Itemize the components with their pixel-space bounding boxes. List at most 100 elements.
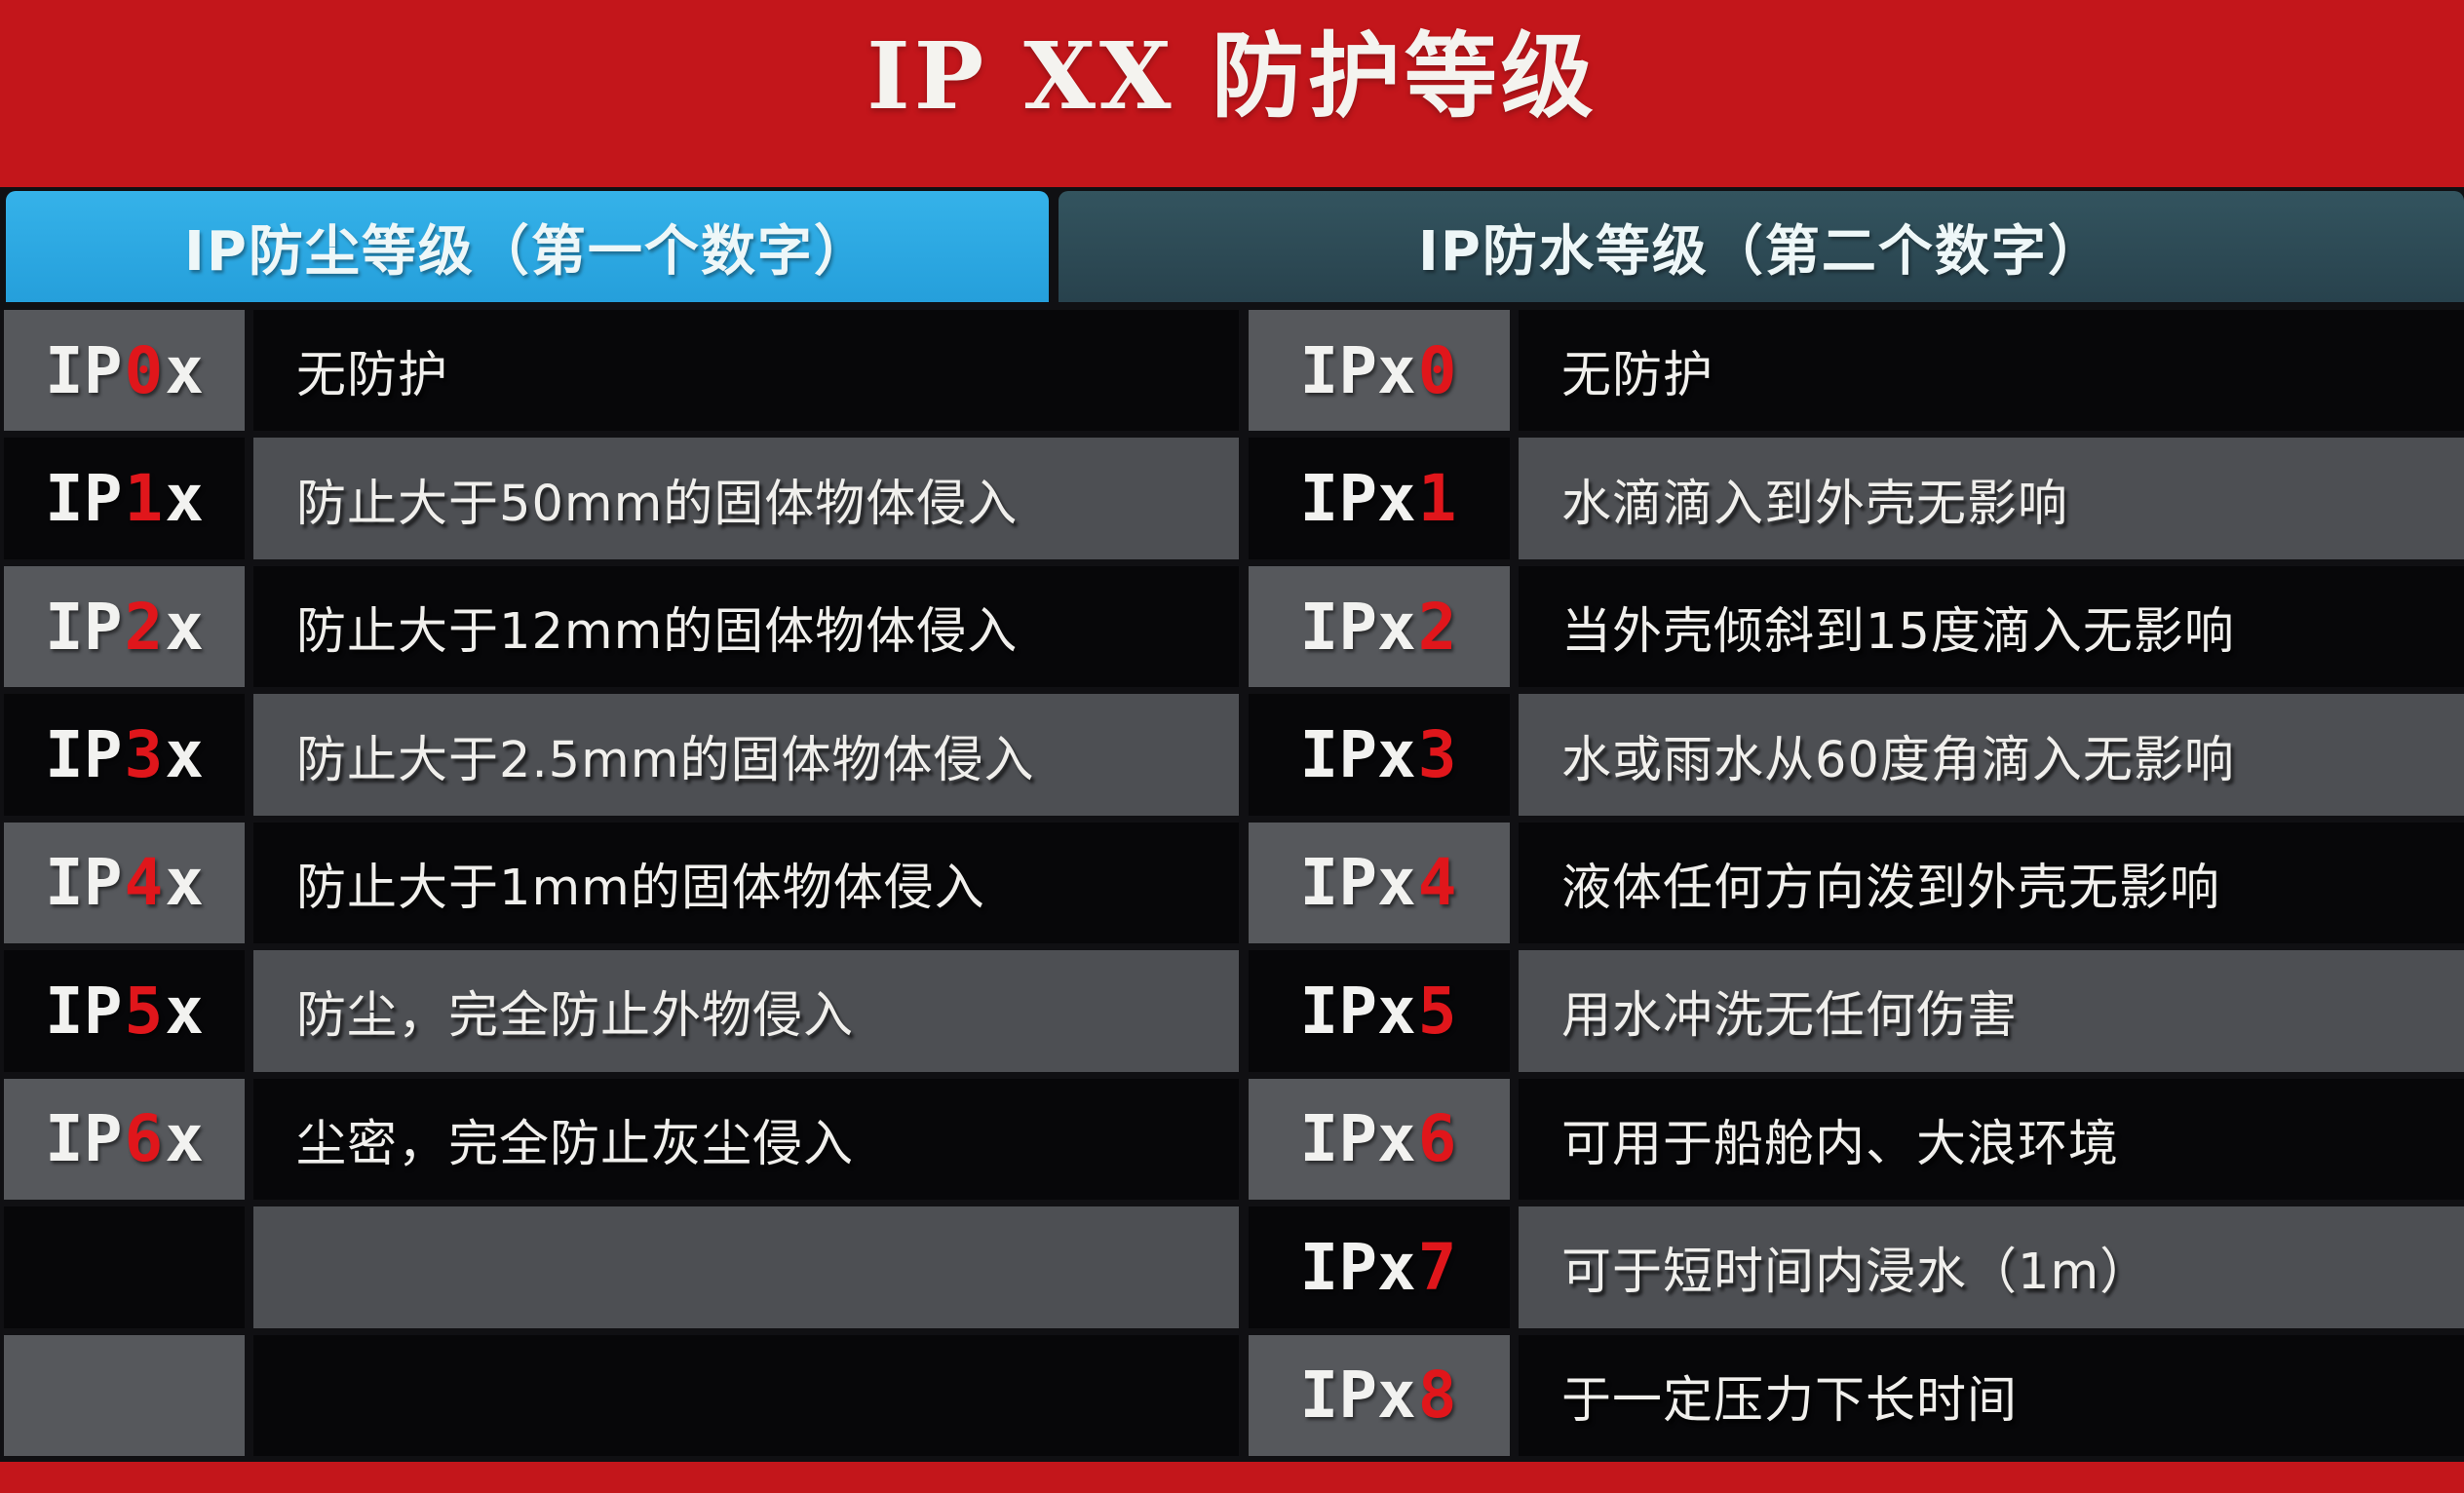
ip-description: 防止大于50mm的固体物体侵入 <box>253 438 1239 559</box>
ip-code: IP 0 x <box>4 310 245 432</box>
water-rating-table: IPx 0 无防护 IPx 1 水滴滴入到外壳无影响 IPx 2 当外壳倾斜到15度滴… <box>1249 310 2464 1456</box>
ip-code: IP 6 x <box>4 1078 245 1201</box>
ip-code-digit: 6 <box>124 1101 164 1177</box>
ip-code-suffix: x <box>165 973 204 1049</box>
ip-code: IPx 1 <box>1249 438 1510 559</box>
table-row: IP 4 x 防止大于1mm的固体物体侵入 <box>4 822 1239 944</box>
ip-code: IP 2 x <box>4 565 245 688</box>
table-row: IP 1 x 防止大于50mm的固体物体侵入 <box>4 438 1239 559</box>
ip-code-suffix: x <box>165 332 204 408</box>
water-rating-header: IP防水等级（第二个数字） <box>1059 191 2464 302</box>
table-row-empty <box>4 1334 1239 1456</box>
ip-code-prefix: IPx <box>1299 845 1416 921</box>
ip-description: 液体任何方向泼到外壳无影响 <box>1519 822 2464 944</box>
ip-code-prefix: IPx <box>1299 717 1416 793</box>
ip-code-suffix: x <box>165 845 204 921</box>
ip-code: IP 3 x <box>4 694 245 816</box>
table-row: IPx 8 于一定压力下长时间 <box>1249 1334 2464 1456</box>
ip-code: IPx 8 <box>1249 1334 1510 1456</box>
title-bar: IP XX 防护等级 <box>0 0 2464 136</box>
ip-code-prefix: IP <box>45 1101 123 1177</box>
ip-code: IPx 2 <box>1249 565 1510 688</box>
table-row: IPx 4 液体任何方向泼到外壳无影响 <box>1249 822 2464 944</box>
ip-code-digit: 0 <box>1417 332 1457 408</box>
ip-code-digit: 4 <box>1417 845 1457 921</box>
ip-code-digit: 3 <box>1417 717 1457 793</box>
ip-code: IPx 5 <box>1249 950 1510 1072</box>
ip-code-digit: 8 <box>1417 1358 1457 1434</box>
table-row: IP 5 x 防尘，完全防止外物侵入 <box>4 950 1239 1072</box>
ip-description <box>253 1206 1239 1328</box>
table-row-empty <box>4 1206 1239 1328</box>
ip-description: 水滴滴入到外壳无影响 <box>1519 438 2464 559</box>
ip-code-suffix: x <box>165 717 204 793</box>
table-row: IP 3 x 防止大于2.5mm的固体物体侵入 <box>4 694 1239 816</box>
ip-code: IPx 7 <box>1249 1206 1510 1328</box>
ip-code-prefix: IPx <box>1299 461 1416 537</box>
table-row: IPx 0 无防护 <box>1249 310 2464 432</box>
ip-code-digit: 1 <box>1417 461 1457 537</box>
ip-code-prefix: IPx <box>1299 589 1416 665</box>
water-rating-header-label: IP防水等级（第二个数字） <box>1418 219 2104 284</box>
ip-code-prefix: IPx <box>1299 332 1416 408</box>
ip-code-digit: 4 <box>124 845 164 921</box>
ip-code: IPx 3 <box>1249 694 1510 816</box>
ip-code-prefix: IPx <box>1299 1358 1416 1434</box>
ip-code-suffix: x <box>165 1101 204 1177</box>
ip-code-prefix: IP <box>45 589 123 665</box>
ip-description: 于一定压力下长时间 <box>1519 1334 2464 1456</box>
ip-code-digit: 1 <box>124 461 164 537</box>
table-row: IPx 5 用水冲洗无任何伤害 <box>1249 950 2464 1072</box>
table-row: IP 2 x 防止大于12mm的固体物体侵入 <box>4 565 1239 688</box>
ip-description: 防止大于2.5mm的固体物体侵入 <box>253 694 1239 816</box>
table-row: IP 0 x 无防护 <box>4 310 1239 432</box>
ip-code-prefix: IPx <box>1299 1229 1416 1305</box>
ip-code-prefix: IP <box>45 461 123 537</box>
ip-code-digit: 5 <box>124 973 164 1049</box>
dust-rating-table: IP 0 x 无防护 IP 1 x 防止大于50mm的固体物体侵入 IP 2 x 防止大于1… <box>4 310 1239 1456</box>
ip-description <box>253 1334 1239 1456</box>
ip-description: 无防护 <box>253 310 1239 432</box>
ip-code-prefix: IPx <box>1299 1101 1416 1177</box>
table-row: IPx 3 水或雨水从60度角滴入无影响 <box>1249 694 2464 816</box>
ip-code: IP 4 x <box>4 822 245 944</box>
ip-description: 可于短时间内浸水（1m） <box>1519 1206 2464 1328</box>
ip-code: IPx 0 <box>1249 310 1510 432</box>
ip-code-digit: 2 <box>1417 589 1457 665</box>
ip-description: 当外壳倾斜到15度滴入无影响 <box>1519 565 2464 688</box>
ip-code-prefix: IP <box>45 717 123 793</box>
ip-code-digit: 5 <box>1417 973 1457 1049</box>
ip-code-digit: 7 <box>1417 1229 1457 1305</box>
table-band: IP防尘等级（第一个数字） IP防水等级（第二个数字） IP 0 x 无防护 IP 1… <box>0 187 2464 1462</box>
ip-description: 防止大于12mm的固体物体侵入 <box>253 565 1239 688</box>
dust-rating-header: IP防尘等级（第一个数字） <box>6 191 1049 302</box>
ip-code-digit: 0 <box>124 332 164 408</box>
ip-description: 可用于船舱内、大浪环境 <box>1519 1078 2464 1201</box>
table-row: IPx 2 当外壳倾斜到15度滴入无影响 <box>1249 565 2464 688</box>
table-row: IP 6 x 尘密，完全防止灰尘侵入 <box>4 1078 1239 1201</box>
ip-code: IPx 4 <box>1249 822 1510 944</box>
ip-code-suffix: x <box>165 589 204 665</box>
page-title: IP XX 防护等级 <box>866 21 1598 131</box>
ip-code-suffix: x <box>165 461 204 537</box>
ip-description: 无防护 <box>1519 310 2464 432</box>
ip-description: 防止大于1mm的固体物体侵入 <box>253 822 1239 944</box>
ip-description: 用水冲洗无任何伤害 <box>1519 950 2464 1072</box>
ip-code: IPx 6 <box>1249 1078 1510 1201</box>
ip-description: 水或雨水从60度角滴入无影响 <box>1519 694 2464 816</box>
ip-code-prefix: IPx <box>1299 973 1416 1049</box>
ip-code-prefix: IP <box>45 973 123 1049</box>
dust-rating-header-label: IP防尘等级（第一个数字） <box>184 219 870 284</box>
table-row: IPx 7 可于短时间内浸水（1m） <box>1249 1206 2464 1328</box>
ip-description: 防尘，完全防止外物侵入 <box>253 950 1239 1072</box>
ip-code-digit: 2 <box>124 589 164 665</box>
ip-code: IP 1 x <box>4 438 245 559</box>
ip-code-prefix: IP <box>45 332 123 408</box>
table-row: IPx 6 可用于船舱内、大浪环境 <box>1249 1078 2464 1201</box>
ip-code-prefix: IP <box>45 845 123 921</box>
ip-code <box>4 1206 245 1328</box>
ip-code: IP 5 x <box>4 950 245 1072</box>
ip-code-digit: 3 <box>124 717 164 793</box>
ip-code <box>4 1334 245 1456</box>
